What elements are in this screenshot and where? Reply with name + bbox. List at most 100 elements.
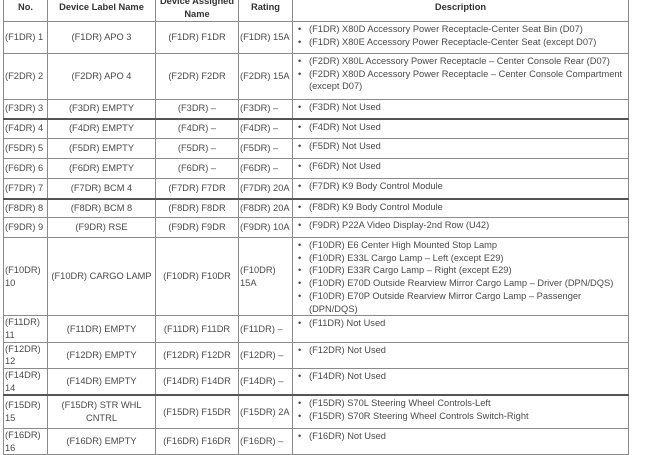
cell-label: (F1DR) APO 3 (47, 21, 156, 54)
cell-no: (F14DR) 14 (3, 368, 48, 396)
description-item: (F10DR) E6 Center High Mounted Stop Lamp (298, 239, 624, 252)
cell-no: (F4DR) 4 (3, 117, 48, 139)
table-row: (F8DR) 8 (F8DR) BCM 8 (F8DR) F8DR (F8DR) 20… (3, 197, 629, 218)
cell-assigned: (F6DR) – (155, 158, 239, 179)
description-list: (F12DR) Not Used (298, 344, 624, 357)
table-row: (F1DR) 1 (F1DR) APO 3 (F1DR) F1DR (F1DR) 15… (3, 21, 629, 54)
cell-description: (F2DR) X80L Accessory Power Receptacle –… (292, 53, 629, 100)
header-rating: Rating (238, 0, 293, 22)
cell-label: (F10DR) CARGO LAMP (47, 236, 156, 317)
cell-description: (F1DR) X80D Accessory Power Receptacle-C… (292, 21, 629, 54)
description-list: (F2DR) X80L Accessory Power Receptacle –… (298, 55, 624, 93)
cell-no: (F8DR) 8 (3, 197, 48, 218)
table-row: (F14DR) 14 (F14DR) EMPTY (F14DR) F14DR (F14… (3, 368, 629, 396)
cell-description: (F12DR) Not Used (292, 341, 629, 370)
description-item: (F4DR) Not Used (298, 121, 624, 134)
header-assigned: Device Assigned Name (155, 0, 239, 22)
cell-description: (F5DR) Not Used (292, 138, 629, 159)
description-item: (F1DR) X80D Accessory Power Receptacle-C… (298, 23, 624, 36)
description-item: (F15DR) S70L Steering Wheel Controls-Lef… (298, 397, 624, 410)
cell-assigned: (F12DR) F12DR (155, 341, 239, 370)
cell-rating: (F10DR) 15A (238, 236, 293, 317)
fuse-table: No. Device Label Name Device Assigned Na… (3, 0, 629, 455)
cell-description: (F9DR) P22A Video Display-2nd Row (U42) (292, 217, 629, 238)
cell-description: (F15DR) S70L Steering Wheel Controls-Lef… (292, 394, 629, 429)
cell-no: (F1DR) 1 (3, 21, 48, 54)
fuse-table-container: No. Device Label Name Device Assigned Na… (3, 0, 629, 455)
description-item: (F2DR) X80L Accessory Power Receptacle –… (298, 55, 624, 68)
description-item: (F10DR) E70P Outside Rearview Mirror Car… (298, 290, 624, 315)
cell-no: (F16DR) 16 (3, 427, 48, 455)
description-list: (F4DR) Not Used (298, 121, 624, 134)
cell-assigned: (F1DR) F1DR (155, 21, 239, 54)
cell-assigned: (F8DR) F8DR (155, 197, 239, 218)
description-list: (F1DR) X80D Accessory Power Receptacle-C… (298, 23, 624, 48)
cell-label: (F8DR) BCM 8 (47, 197, 156, 218)
cell-description: (F11DR) Not Used (292, 315, 629, 343)
cell-label: (F14DR) EMPTY (47, 368, 156, 396)
description-item: (F5DR) Not Used (298, 140, 624, 153)
cell-label: (F12DR) EMPTY (47, 341, 156, 370)
cell-label: (F5DR) EMPTY (47, 138, 156, 159)
table-row: (F15DR) 15 (F15DR) STR WHL CNTRL (F15DR) F… (3, 394, 629, 429)
cell-no: (F10DR) 10 (3, 236, 48, 317)
description-list: (F6DR) Not Used (298, 160, 624, 173)
cell-assigned: (F7DR) F7DR (155, 178, 239, 199)
table-row: (F6DR) 6(F6DR) EMPTY(F6DR) –(F6DR) –(F6D… (3, 158, 629, 179)
cell-description: (F3DR) Not Used (292, 99, 629, 119)
cell-assigned: (F16DR) F16DR (155, 427, 239, 455)
cell-rating: (F8DR) 20A (238, 197, 293, 218)
cell-rating: (F12DR) – (238, 341, 293, 370)
cell-label: (F6DR) EMPTY (47, 158, 156, 179)
cell-rating: (F6DR) – (238, 158, 293, 179)
description-item: (F3DR) Not Used (298, 101, 624, 114)
table-row: (F12DR) 12 (F12DR) EMPTY (F12DR) F12DR (F12… (3, 341, 629, 370)
cell-rating: (F3DR) – (238, 99, 293, 119)
cell-no: (F11DR) 11 (3, 315, 48, 343)
cell-label: (F2DR) APO 4 (47, 53, 156, 100)
cell-rating: (F11DR) – (238, 315, 293, 343)
cell-description: (F10DR) E6 Center High Mounted Stop Lamp… (292, 236, 629, 317)
cell-description: (F6DR) Not Used (292, 158, 629, 179)
cell-description: (F16DR) Not Used (292, 427, 629, 455)
cell-label: (F4DR) EMPTY (47, 117, 156, 139)
cell-assigned: (F3DR) – (155, 99, 239, 119)
cell-rating: (F2DR) 15A (238, 53, 293, 100)
description-item: (F9DR) P22A Video Display-2nd Row (U42) (298, 219, 624, 232)
cell-label: (F7DR) BCM 4 (47, 178, 156, 199)
description-list: (F9DR) P22A Video Display-2nd Row (U42) (298, 219, 624, 232)
table-row: (F3DR) 3(F3DR) EMPTY(F3DR) –(F3DR) –(F3D… (3, 99, 629, 119)
description-item: (F15DR) S70R Steering Wheel Controls Swi… (298, 410, 624, 423)
cell-label: (F9DR) RSE (47, 217, 156, 238)
description-list: (F8DR) K9 Body Control Module (298, 201, 624, 214)
cell-description: (F8DR) K9 Body Control Module (292, 197, 629, 218)
description-item: (F1DR) X80E Accessory Power Receptacle-C… (298, 36, 624, 49)
cell-rating: (F15DR) 2A (238, 394, 293, 429)
header-description: Description (292, 0, 629, 22)
cell-rating: (F5DR) – (238, 138, 293, 159)
header-label: Device Label Name (47, 0, 156, 22)
header-no: No. (3, 0, 48, 22)
table-row: (F7DR) 7 (F7DR) BCM 4 (F7DR) F7DR (F7DR) 20… (3, 178, 629, 199)
cell-assigned: (F11DR) F11DR (155, 315, 239, 343)
cell-rating: (F7DR) 20A (238, 178, 293, 199)
cell-rating: (F16DR) – (238, 427, 293, 455)
cell-label: (F3DR) EMPTY (47, 99, 156, 119)
cell-label: (F15DR) STR WHL CNTRL (47, 394, 156, 429)
description-item: (F10DR) E33R Cargo Lamp – Right (except … (298, 264, 624, 277)
cell-description: (F4DR) Not Used (292, 117, 629, 139)
table-header-row: No. Device Label Name Device Assigned Na… (3, 0, 629, 22)
description-list: (F7DR) K9 Body Control Module (298, 180, 624, 193)
table-row: (F10DR) 10 (F10DR) CARGO LAMP (F10DR) F10D… (3, 236, 629, 317)
description-item: (F10DR) E33L Cargo Lamp – Left (except E… (298, 252, 624, 265)
cell-label: (F11DR) EMPTY (47, 315, 156, 343)
cell-assigned: (F15DR) F15DR (155, 394, 239, 429)
description-item: (F12DR) Not Used (298, 344, 624, 357)
cell-label: (F16DR) EMPTY (47, 427, 156, 455)
description-list: (F5DR) Not Used (298, 140, 624, 153)
cell-rating: (F14DR) – (238, 368, 293, 396)
cell-rating: (F4DR) – (238, 117, 293, 139)
table-row: (F9DR) 9(F9DR) RSE(F9DR) F9DR(F9DR) 10A (… (3, 217, 629, 238)
cell-description: (F14DR) Not Used (292, 368, 629, 396)
description-list: (F14DR) Not Used (298, 370, 624, 383)
